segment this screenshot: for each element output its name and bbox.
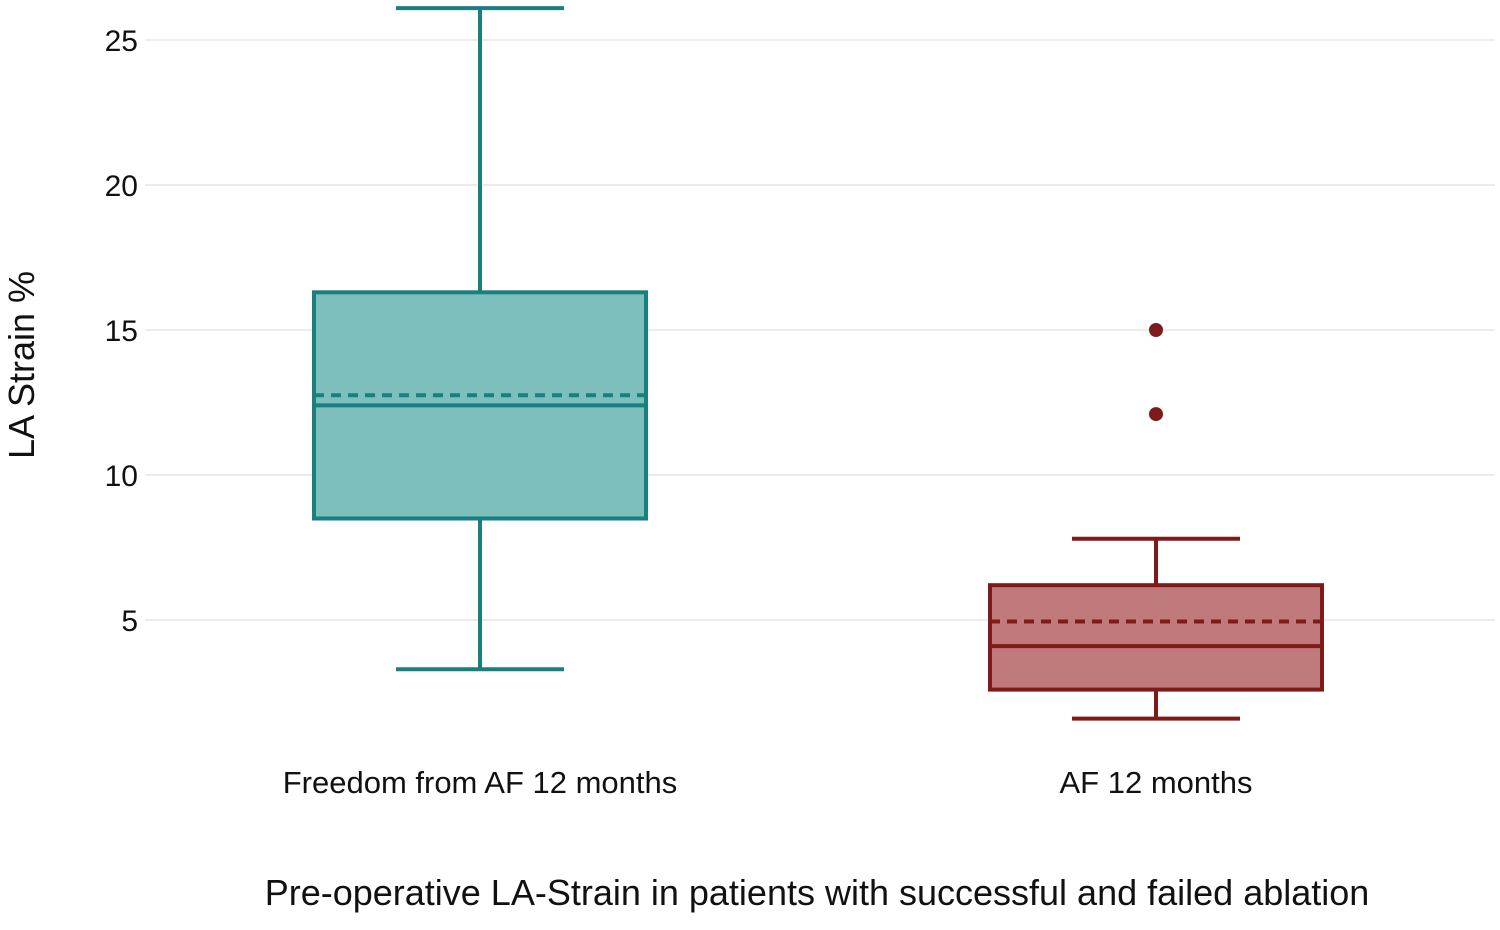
x-axis-categories: Freedom from AF 12 months AF 12 months (283, 765, 1253, 800)
y-tick-label-20: 20 (105, 170, 138, 203)
x-category-label-1: Freedom from AF 12 months (283, 765, 678, 800)
x-category-label-2: AF 12 months (1060, 765, 1253, 800)
outlier-point-1 (1149, 323, 1163, 337)
y-axis-ticks: 5 10 15 20 25 (105, 25, 138, 638)
box-2 (988, 323, 1324, 721)
x-axis-title: Pre-operative LA-Strain in patients with… (265, 872, 1370, 913)
y-tick-label-25: 25 (105, 25, 138, 58)
y-axis-title: LA Strain % (1, 271, 42, 459)
box-1 (312, 6, 648, 672)
y-tick-label-5: 5 (121, 605, 138, 638)
y-tick-label-15: 15 (105, 315, 138, 348)
iqr-box (988, 583, 1324, 692)
boxes (312, 6, 1324, 721)
y-tick-label-10: 10 (105, 460, 138, 493)
outlier-point-2 (1149, 407, 1163, 422)
